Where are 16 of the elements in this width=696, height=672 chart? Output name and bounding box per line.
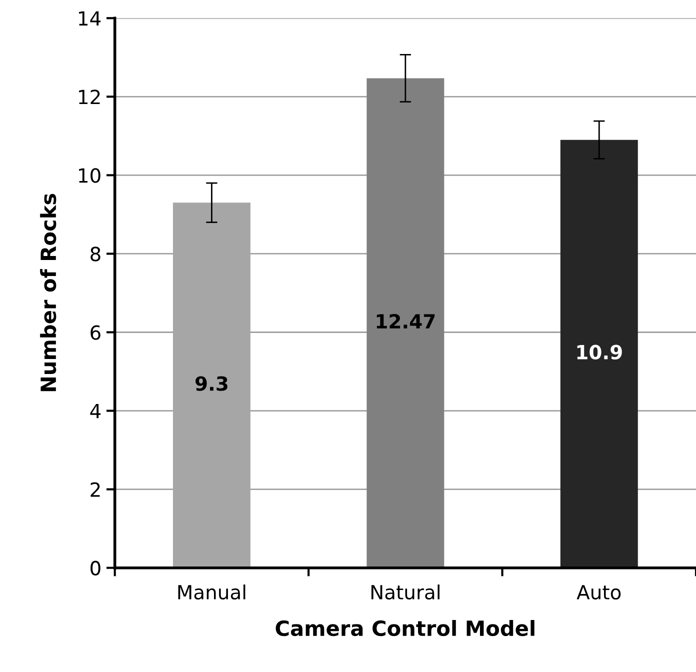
x-tick-label: Manual (178, 584, 246, 600)
y-tick-label: 2 (90, 482, 100, 497)
y-tick-label: 0 (90, 560, 100, 576)
data-label: 12.47 (376, 314, 435, 328)
y-tick-label: 8 (90, 246, 100, 262)
y-tick-label: 4 (90, 404, 101, 418)
x-axis-title: Camera Control Model (276, 620, 534, 636)
data-label: 10.9 (577, 344, 622, 360)
x-tick-label: Auto (576, 585, 621, 600)
y-tick-label: 10 (79, 168, 100, 183)
y-tick-label: 14 (79, 11, 101, 26)
y-axis-title: Number of Rocks (40, 194, 56, 392)
data-label: 9.3 (195, 376, 228, 391)
y-tick-label: 12 (79, 90, 100, 104)
x-tick-label: Natural (371, 584, 440, 600)
y-tick-label: 6 (90, 325, 100, 340)
